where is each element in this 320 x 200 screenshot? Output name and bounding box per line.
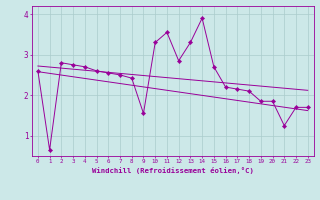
- X-axis label: Windchill (Refroidissement éolien,°C): Windchill (Refroidissement éolien,°C): [92, 167, 254, 174]
